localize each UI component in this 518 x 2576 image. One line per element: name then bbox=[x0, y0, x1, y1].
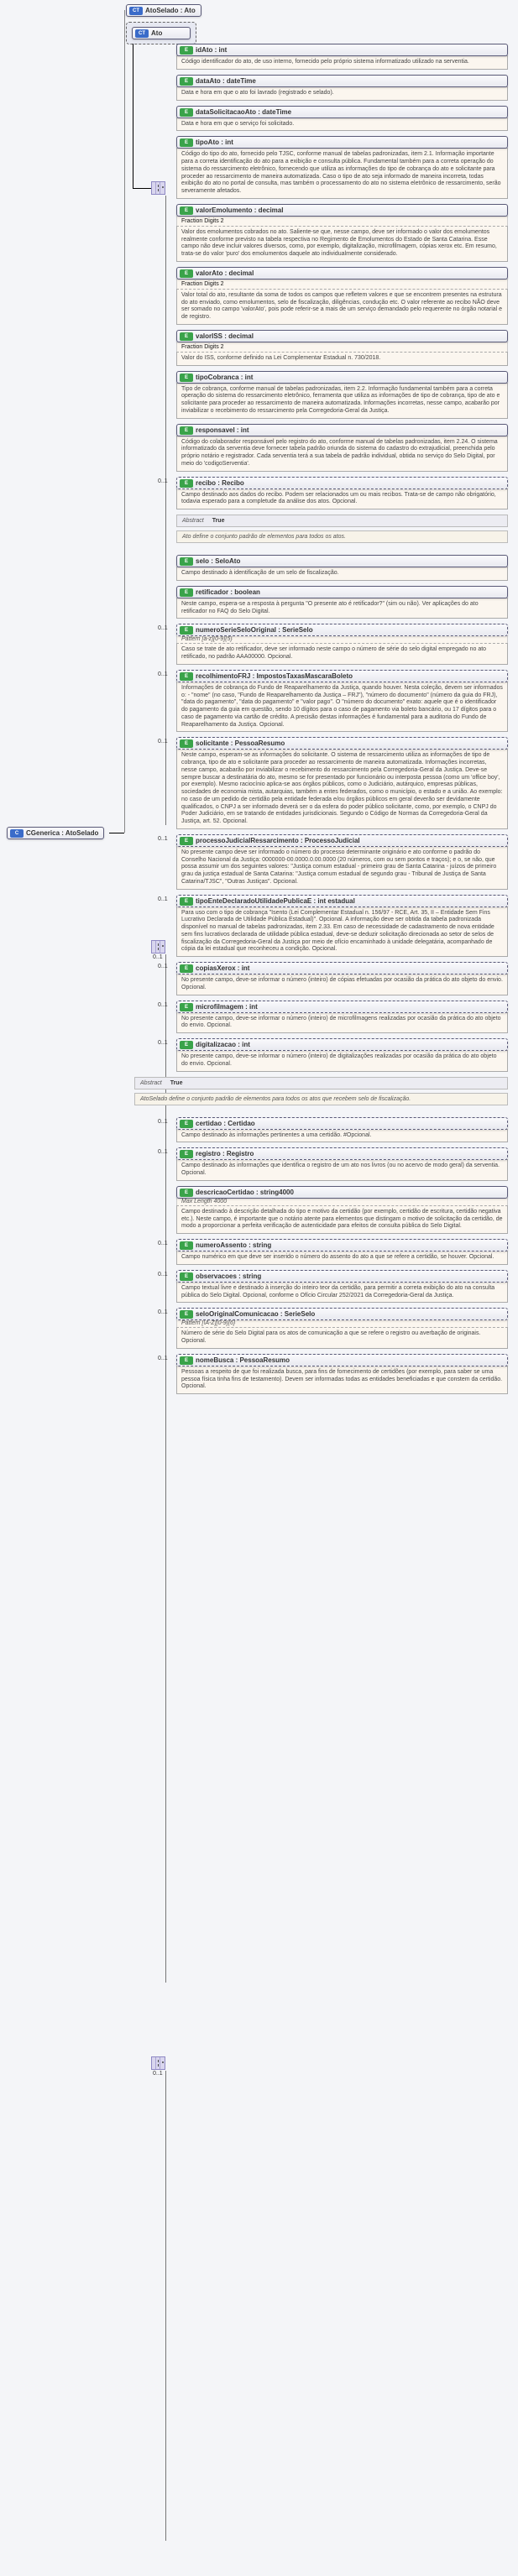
desc-procRess: No presente campo deve ser informado o n… bbox=[176, 846, 508, 890]
desc-dataAto: Data e hora em que o ato foi lavrado (re… bbox=[176, 86, 508, 101]
occ-procRess: 0..1 bbox=[158, 836, 168, 842]
el-microf: E microfilmagem : int bbox=[176, 1001, 508, 1013]
occ-solicitante: 0..1 bbox=[158, 739, 168, 745]
spine-3 bbox=[165, 2071, 166, 2541]
desc-seloOrigCom: Número de série do Selo Digital para os … bbox=[176, 1327, 508, 1349]
el-dataSolic: E dataSolicitacaoAto : dateTime bbox=[176, 106, 508, 118]
desc-copiasXerox: No presente campo, deve-se informar o nú… bbox=[176, 974, 508, 995]
el-seloOrigCom: E seloOriginalComunicacao : SerieSelo bbox=[176, 1308, 508, 1320]
el-certidao: E certidao : Certidao bbox=[176, 1117, 508, 1130]
el-solicitante: E solicitante : PessoaResumo bbox=[176, 737, 508, 750]
occ-nomeBusca: 0..1 bbox=[158, 1356, 168, 1361]
el-dataAto: E dataAto : dateTime bbox=[176, 75, 508, 87]
el-digital: E digitalizacao : int bbox=[176, 1038, 508, 1051]
el-tipoAto: E tipoAto : int bbox=[176, 136, 508, 149]
conn-h1 bbox=[133, 188, 151, 189]
complex-type-badge: C bbox=[10, 829, 24, 838]
occ-recolhFRJ: 0..1 bbox=[158, 671, 168, 677]
occ-recibo: 0..1 bbox=[158, 478, 168, 484]
el-idAto: E idAto : int bbox=[176, 44, 508, 56]
el-valorEmol: E valorEmolumento : decimal bbox=[176, 204, 508, 217]
desc-digital: No presente campo, deve-se informar o nú… bbox=[176, 1050, 508, 1072]
desc-tipoAto: Código do tipo do ato, fornecido pelo TJ… bbox=[176, 148, 508, 199]
el-observacoes: E observacoes : string bbox=[176, 1270, 508, 1283]
el-registro: E registro : Registro bbox=[176, 1147, 508, 1160]
desc-valorAto: Valor total do ato, resultante da soma d… bbox=[176, 289, 508, 325]
occ-microf: 0..1 bbox=[158, 1002, 168, 1008]
desc-observacoes: Campo textual livre e destinado à inserç… bbox=[176, 1282, 508, 1304]
occ-copiasXerox: 0..1 bbox=[158, 964, 168, 969]
occ-certidao: 0..1 bbox=[158, 1119, 168, 1125]
desc-numAssento: Campo numérico em que deve ser inserido … bbox=[176, 1251, 508, 1265]
desc-nomeBusca: Pessoas a respeito de que foi realizada … bbox=[176, 1366, 508, 1394]
el-recolhFRJ: E recolhimentoFRJ : ImpostosTaxasMascara… bbox=[176, 670, 508, 682]
el-responsavel: E responsavel : int bbox=[176, 424, 508, 436]
desc-descricao: Campo destinado à descrição detalhada do… bbox=[176, 1205, 508, 1234]
desc-tipoEnte: Para uso com o tipo de cobrança "Isento … bbox=[176, 907, 508, 958]
el-descricao: E descricaoCertidao : string4000 bbox=[176, 1186, 508, 1199]
occ-tipoEnte: 0..1 bbox=[158, 896, 168, 902]
desc-recibo: Campo destinado aos dados do recibo. Pod… bbox=[176, 489, 508, 510]
desc-selo: Campo destinado à identificação de um se… bbox=[176, 567, 508, 581]
desc-valorISS: Valor do ISS, conforme definido na Lei C… bbox=[176, 352, 508, 366]
el-recibo: E recibo : Recibo bbox=[176, 477, 508, 489]
desc-numSerieOrig: Caso se trate de ato retificador, deve s… bbox=[176, 643, 508, 665]
occ-digital: 0..1 bbox=[158, 1040, 168, 1046]
el-numSerieOrig: E numeroSerieSeloOriginal : SerieSelo bbox=[176, 624, 508, 636]
el-copiasXerox: E copiasXerox : int bbox=[176, 962, 508, 974]
model-group-strip-3 bbox=[151, 2056, 165, 2070]
complex-type-badge: CT bbox=[135, 29, 149, 38]
spine-2 bbox=[165, 954, 166, 1983]
spine-1 bbox=[165, 196, 166, 825]
el-valorISS: E valorISS : decimal bbox=[176, 330, 508, 342]
el-nomeBusca: E nomeBusca : PessoaResumo bbox=[176, 1354, 508, 1366]
desc-solicitante: Neste campo, esperam-se as informações d… bbox=[176, 749, 508, 829]
el-numAssento: E numeroAssento : string bbox=[176, 1239, 508, 1251]
desc-microf: No presente campo, deve-se informar o nú… bbox=[176, 1012, 508, 1034]
el-retificador: E retificador : boolean bbox=[176, 586, 508, 598]
section-note-1: Ato define o conjunto padrão de elemento… bbox=[176, 530, 508, 543]
occ-numAssento: 0..1 bbox=[158, 1241, 168, 1246]
desc-certidao: Campo destinado às informações pertinent… bbox=[176, 1129, 508, 1143]
desc-valorEmol: Valor dos emolumentos cobrados no ato. S… bbox=[176, 226, 508, 262]
occ-registro: 0..1 bbox=[158, 1149, 168, 1155]
element-badge: E bbox=[180, 46, 193, 55]
complex-type-badge: CT bbox=[129, 7, 143, 15]
desc-dataSolic: Data e hora em que o serviço foi solicit… bbox=[176, 118, 508, 132]
occ-numSerieOrig: 0..1 bbox=[158, 625, 168, 631]
desc-responsavel: Código do colaborador responsável pelo r… bbox=[176, 436, 508, 472]
root-node: C CGenerica : AtoSelado bbox=[7, 827, 104, 839]
model-group-strip-1 bbox=[151, 181, 165, 195]
abstract-line-2: Abstract True bbox=[134, 1077, 508, 1089]
desc-idAto: Código identificador do ato, de uso inte… bbox=[176, 55, 508, 70]
desc-registro: Campo destinado às informações que ident… bbox=[176, 1159, 508, 1181]
abstract-line-1: Abstract True bbox=[176, 515, 508, 527]
model-group-strip-2 bbox=[151, 940, 165, 954]
ato-selado-node: CT AtoSelado : Ato bbox=[126, 4, 201, 17]
el-tipoCobranca: E tipoCobranca : int bbox=[176, 371, 508, 384]
el-valorAto: E valorAto : decimal bbox=[176, 267, 508, 280]
ato-node: CT Ato bbox=[132, 27, 191, 39]
el-selo: E selo : SeloAto bbox=[176, 555, 508, 567]
occ-seloOrigCom: 0..1 bbox=[158, 1309, 168, 1315]
section-note-2: AtoSelado define o conjunto padrão de el… bbox=[134, 1093, 508, 1105]
el-tipoEnte: E tipoEnteDeclaradoUtilidadePublicaE : i… bbox=[176, 895, 508, 907]
desc-retificador: Neste campo, espera-se a resposta à perg… bbox=[176, 598, 508, 619]
desc-tipoCobranca: Tipo de cobrança, conforme manual de tab… bbox=[176, 383, 508, 419]
desc-recolhFRJ: Informações de cobrança do Fundo de Reap… bbox=[176, 682, 508, 733]
outer-spine bbox=[124, 10, 125, 833]
el-procRess: E processoJudicialRessarcimento : Proces… bbox=[176, 834, 508, 847]
occ-observacoes: 0..1 bbox=[158, 1272, 168, 1278]
